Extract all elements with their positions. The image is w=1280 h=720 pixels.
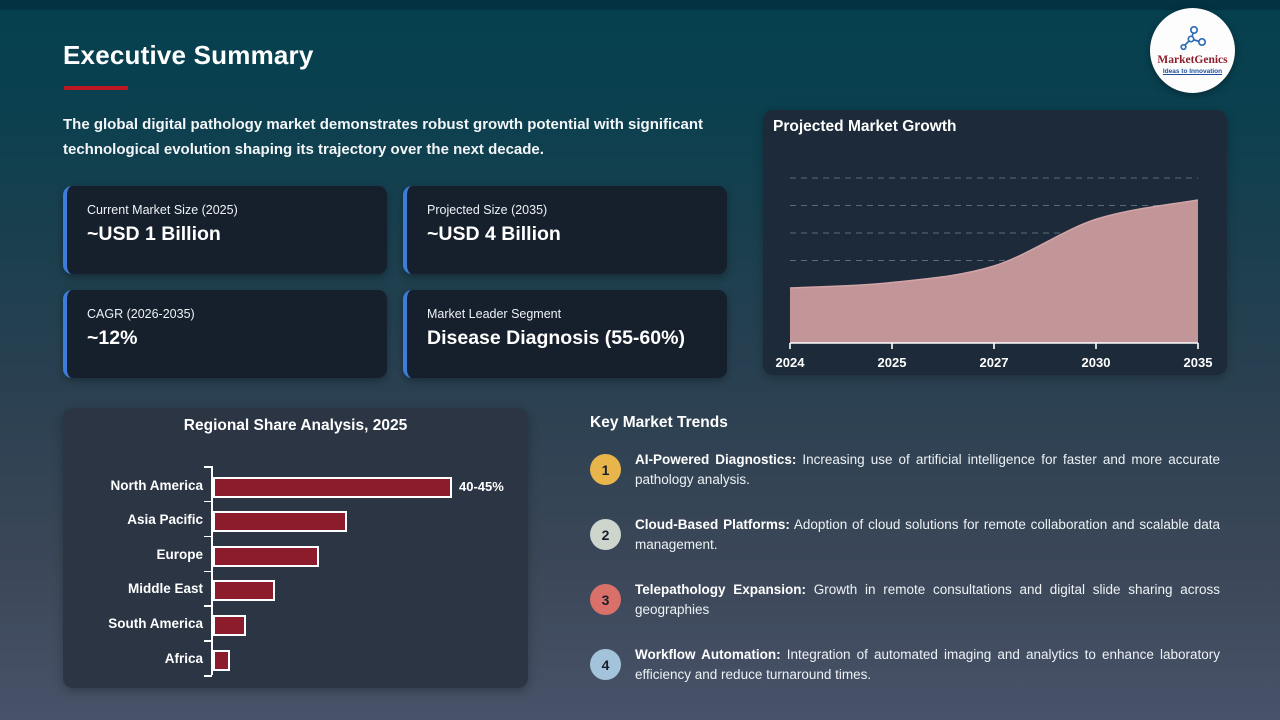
stat-label: CAGR (2026-2035) <box>87 307 195 321</box>
growth-area-chart: 2024 2025 2027 2030 2035 <box>776 177 1213 370</box>
stat-value: ~USD 1 Billion <box>87 223 221 245</box>
y-axis-tick <box>204 466 212 468</box>
trends-list: 1 AI-Powered Diagnostics: Increasing use … <box>590 449 1220 709</box>
trend-text: Workflow Automation: Integration of auto… <box>635 646 1220 682</box>
trend-text: AI-Powered Diagnostics: Increasing use o… <box>635 451 1220 487</box>
y-axis-tick <box>204 535 212 538</box>
trend-text: Cloud-Based Platforms: Adoption of cloud… <box>635 516 1220 552</box>
y-axis-tick <box>204 500 212 503</box>
trend-item: 2 Cloud-Based Platforms: Adoption of clou… <box>590 514 1220 555</box>
stat-label: Current Market Size (2025) <box>87 203 238 217</box>
bar-category-label: Middle East <box>127 581 203 597</box>
trend-title: Workflow Automation: <box>635 646 781 662</box>
stat-value: ~12% <box>87 327 138 349</box>
regional-bar-chart: North America 40-45% Asia Pacific Europe Mid… <box>63 408 528 688</box>
trend-text: Telepathology Expansion: Growth in remot… <box>635 581 1220 617</box>
x-tick-label: 2027 <box>980 355 1009 370</box>
bar <box>213 649 230 671</box>
bar <box>213 614 246 636</box>
y-axis-tick <box>204 675 212 677</box>
x-tick-label: 2025 <box>878 355 907 370</box>
trends-heading: Key Market Trends <box>590 414 728 431</box>
x-tick-label: 2024 <box>776 355 806 370</box>
trend-number-badge: 4 <box>590 649 621 680</box>
area-edge <box>789 199 1199 289</box>
intro-text: The global digital pathology market demo… <box>63 116 704 159</box>
stat-card: Projected Size (2035) ~USD 4 Billion <box>403 186 727 274</box>
top-strip <box>0 0 1280 10</box>
bar-category-label: South America <box>108 615 203 631</box>
regional-chart-title: Regional Share Analysis, 2025 <box>183 417 408 434</box>
stat-value: ~USD 4 Billion <box>427 223 561 245</box>
bar-value-label: 40-45% <box>459 478 504 494</box>
growth-panel: Projected Market Growth 2024 2025 2027 2030… <box>763 110 1227 375</box>
bar-category-label: North America <box>110 477 203 493</box>
stat-card: Current Market Size (2025) ~USD 1 Billion <box>63 186 387 274</box>
trend-item: 3 Telepathology Expansion: Growth in remo… <box>590 579 1220 620</box>
bar <box>213 476 452 498</box>
bar <box>213 545 319 567</box>
bar-category-label: Asia Pacific <box>127 512 203 528</box>
bar <box>213 580 275 602</box>
trend-number-badge: 1 <box>590 454 621 485</box>
bar-category-label: Europe <box>156 546 203 562</box>
x-tick-label: 2035 <box>1184 355 1213 370</box>
trend-number-badge: 3 <box>590 584 621 615</box>
logo-name: MarketGenics <box>1157 54 1228 67</box>
logo-tagline: Ideas to Innovation <box>1162 67 1223 75</box>
trend-number-badge: 2 <box>590 519 621 550</box>
trend-title: Telepathology Expansion: <box>635 581 806 597</box>
x-tick-label: 2030 <box>1082 355 1111 370</box>
y-axis-tick <box>204 605 212 607</box>
trend-item: 4 Workflow Automation: Integration of aut… <box>590 644 1220 685</box>
stat-value: Disease Diagnosis (55-60%) <box>427 327 685 349</box>
molecule-network-icon <box>1179 26 1206 51</box>
trend-title: Cloud-Based Platforms: <box>635 516 790 532</box>
trend-title: AI-Powered Diagnostics: <box>635 451 797 467</box>
stat-card: Market Leader Segment Disease Diagnosis (… <box>403 290 727 378</box>
y-axis-tick <box>204 640 212 642</box>
stats-grid: Current Market Size (2025) ~USD 1 Billion… <box>63 186 727 378</box>
page-title: Executive Summary <box>63 40 314 70</box>
area-series <box>790 200 1198 343</box>
stat-label: Market Leader Segment <box>427 307 562 321</box>
bar <box>213 511 347 533</box>
regional-panel: Regional Share Analysis, 2025 North Amer… <box>63 408 528 688</box>
stat-label: Projected Size (2035) <box>427 203 548 217</box>
title-underline <box>64 86 128 90</box>
y-axis-tick <box>204 570 212 573</box>
logo: MarketGenics Ideas to Innovation <box>1150 8 1235 93</box>
bar-category-label: Africa <box>164 650 203 666</box>
trend-item: 1 AI-Powered Diagnostics: Increasing use … <box>590 449 1220 490</box>
stat-card: CAGR (2026-2035) ~12% <box>63 290 387 378</box>
growth-chart-title: Projected Market Growth <box>773 118 957 135</box>
